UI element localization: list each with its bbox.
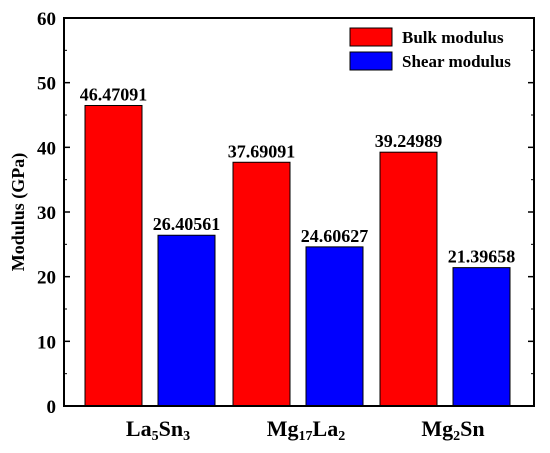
y-axis-label: Modulus (GPa) [8, 153, 29, 272]
legend-swatch-bulk-modulus [349, 27, 393, 47]
bars-layer [84, 104, 511, 407]
legend: Bulk modulus Shear modulus [349, 27, 511, 71]
y-tick-label: 10 [37, 332, 56, 353]
data-label-bulk-modulus-1: 46.47091 [80, 84, 148, 104]
x-axis: La5Sn3 Mg17La2 Mg2Sn [126, 416, 485, 444]
y-tick-label: 30 [37, 203, 56, 224]
bar-bulk-modulus-1 [84, 104, 143, 407]
x-tick-label-mg17la2: Mg17La2 [267, 416, 345, 444]
y-tick-label: 50 [37, 74, 56, 95]
y-tick-label: 0 [47, 397, 57, 418]
bar-bulk-modulus-2 [232, 161, 291, 407]
x-tick-label-la5sn3: La5Sn3 [126, 416, 190, 444]
bar-shear-modulus-2 [305, 246, 364, 407]
y-tick-label: 40 [37, 138, 56, 159]
y-axis: 0 10 20 30 40 50 60 [37, 9, 534, 418]
data-labels-layer: 46.47091 37.69091 39.24989 26.40561 24.60627… [80, 84, 516, 266]
y-tick-label: 20 [37, 268, 56, 289]
data-label-shear-modulus-1: 26.40561 [153, 214, 221, 234]
x-tick-label-mg2sn: Mg2Sn [421, 416, 484, 444]
legend-swatch-shear-modulus [349, 51, 393, 71]
bar-shear-modulus-1 [157, 234, 216, 407]
bar-shear-modulus-3 [452, 267, 511, 407]
data-label-bulk-modulus-3: 39.24989 [375, 131, 443, 151]
legend-label-shear-modulus: Shear modulus [402, 52, 511, 71]
data-label-shear-modulus-3: 21.39658 [448, 247, 516, 267]
data-label-shear-modulus-2: 24.60627 [301, 226, 369, 246]
legend-label-bulk-modulus: Bulk modulus [402, 28, 504, 47]
data-label-bulk-modulus-2: 37.69091 [228, 141, 296, 161]
y-tick-label: 60 [37, 9, 56, 30]
bar-bulk-modulus-3 [379, 151, 438, 407]
